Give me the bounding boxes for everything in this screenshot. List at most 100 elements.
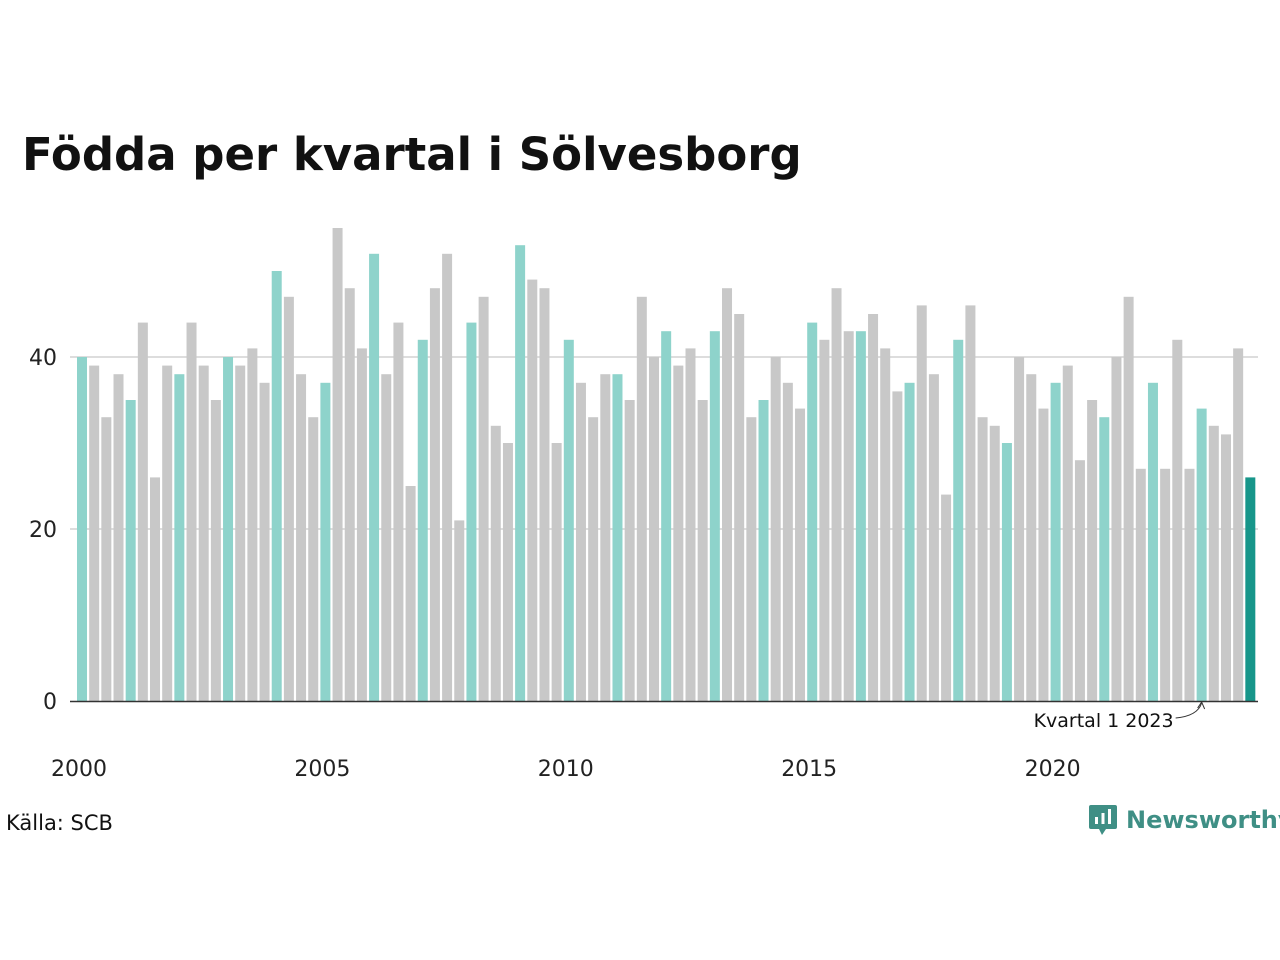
bar-2000-q1: 2000 Q1: 40 — [77, 357, 87, 701]
bar-2009-q4: 2009 Q4: 30 — [551, 443, 562, 701]
bar-2023-q4: 2023 Q4: 41 — [1233, 348, 1244, 701]
brand-logo: Newsworthy — [1088, 803, 1280, 837]
bar-2021-q1: 2021 Q1: 33 — [1099, 417, 1110, 701]
bar-2002-q1: 2002 Q1: 38 — [174, 374, 185, 701]
bar-2009-q3: 2009 Q3: 48 — [539, 288, 550, 701]
chart-title: Födda per kvartal i Sölvesborg — [22, 128, 802, 181]
bar-2015-q3: 2015 Q3: 48 — [831, 288, 842, 701]
bar-2014-q1: 2014 Q1: 35 — [758, 400, 769, 701]
bar-2004-q2: 2004 Q2: 47 — [283, 296, 294, 701]
bar-2023-q1: 2023 Q1: 34 — [1196, 408, 1207, 701]
bar-2004-q3: 2004 Q3: 38 — [296, 374, 307, 701]
bar-2010-q4: 2010 Q4: 38 — [600, 374, 611, 701]
bar-2006-q4: 2006 Q4: 25 — [405, 486, 416, 701]
bar-2020-q2: 2020 Q2: 39 — [1062, 365, 1073, 701]
bar-2011-q3: 2011 Q3: 47 — [636, 296, 647, 701]
bar-2017-q4: 2017 Q4: 24 — [941, 494, 952, 701]
bar-2011-q1: 2011 Q1: 38 — [612, 374, 623, 701]
bar-2018-q2: 2018 Q2: 46 — [965, 305, 976, 701]
bar-2019-q1: 2019 Q1: 30 — [1001, 443, 1012, 701]
bar-2007-q2: 2007 Q2: 48 — [429, 288, 440, 701]
axes: 0 20 40 2000 2005 2010 2015 2020 — [29, 346, 1258, 782]
bar-2024-q1: 2024 Q1: 26 — [1245, 477, 1256, 701]
bar-2012-q3: 2012 Q3: 41 — [685, 348, 696, 701]
bar-2000-q2: 2000 Q2: 39 — [89, 365, 100, 701]
x-tick-label: 2015 — [781, 757, 837, 782]
bar-2020-q3: 2020 Q3: 28 — [1074, 460, 1085, 701]
bar-2008-q3: 2008 Q3: 32 — [490, 425, 501, 701]
bar-2016-q1: 2016 Q1: 43 — [855, 331, 866, 701]
bar-2011-q2: 2011 Q2: 35 — [624, 400, 635, 701]
bar-2023-q3: 2023 Q3: 31 — [1220, 434, 1231, 701]
bar-2015-q1: 2015 Q1: 44 — [807, 322, 818, 701]
bar-2012-q1: 2012 Q1: 43 — [661, 331, 672, 701]
bar-2005-q3: 2005 Q3: 48 — [344, 288, 355, 701]
bar-2013-q2: 2013 Q2: 48 — [722, 288, 733, 701]
bar-2017-q3: 2017 Q3: 38 — [928, 374, 939, 701]
bar-2006-q1: 2006 Q1: 52 — [369, 253, 380, 702]
bar-2007-q4: 2007 Q4: 21 — [454, 520, 465, 701]
bar-2022-q3: 2022 Q3: 42 — [1172, 339, 1183, 701]
annotation-label: Kvartal 1 2023 — [1034, 710, 1174, 732]
bar-2001-q3: 2001 Q3: 26 — [150, 477, 161, 701]
bar-2012-q4: 2012 Q4: 35 — [697, 400, 708, 701]
bar-2008-q1: 2008 Q1: 44 — [466, 322, 477, 701]
bar-2019-q2: 2019 Q2: 40 — [1014, 357, 1025, 701]
y-tick-label: 40 — [29, 346, 57, 371]
bar-2015-q4: 2015 Q4: 43 — [843, 331, 854, 701]
bar-2000-q4: 2000 Q4: 38 — [113, 374, 124, 701]
bar-2007-q3: 2007 Q3: 52 — [442, 253, 453, 702]
bar-2010-q3: 2010 Q3: 33 — [588, 417, 599, 701]
bar-2001-q4: 2001 Q4: 39 — [162, 365, 173, 701]
bar-2022-q1: 2022 Q1: 37 — [1147, 382, 1158, 701]
bar-2001-q1: 2001 Q1: 35 — [125, 400, 136, 701]
newsworthy-logo-icon — [1089, 805, 1117, 835]
bar-2003-q4: 2003 Q4: 37 — [259, 382, 270, 701]
brand-name: Newsworthy — [1126, 806, 1280, 834]
bar-2021-q4: 2021 Q4: 27 — [1135, 468, 1146, 701]
bar-2015-q2: 2015 Q2: 42 — [819, 339, 830, 701]
bar-2016-q2: 2016 Q2: 45 — [868, 314, 879, 701]
x-tick-label: 2005 — [294, 757, 350, 782]
bar-2021-q3: 2021 Q3: 47 — [1123, 296, 1134, 701]
bar-2003-q1: 2003 Q1: 40 — [223, 357, 234, 701]
bar-2003-q2: 2003 Q2: 39 — [235, 365, 246, 701]
bar-2010-q1: 2010 Q1: 42 — [563, 339, 574, 701]
bar-2005-q1: 2005 Q1: 37 — [320, 382, 331, 701]
bar-2022-q4: 2022 Q4: 27 — [1184, 468, 1195, 701]
bar-2002-q3: 2002 Q3: 39 — [198, 365, 209, 701]
bar-2006-q2: 2006 Q2: 38 — [381, 374, 392, 701]
bar-2016-q4: 2016 Q4: 36 — [892, 391, 903, 701]
y-tick-label: 0 — [43, 690, 57, 715]
bar-2009-q2: 2009 Q2: 49 — [527, 279, 538, 701]
bar-2004-q4: 2004 Q4: 33 — [308, 417, 319, 701]
bar-2013-q3: 2013 Q3: 45 — [734, 314, 745, 701]
annotation: Kvartal 1 2023 — [1034, 700, 1206, 732]
bar-2016-q3: 2016 Q3: 41 — [880, 348, 891, 701]
bar-2009-q1: 2009 Q1: 53 — [515, 245, 526, 701]
source-note: Källa: SCB — [6, 811, 113, 835]
annotation-arrowhead — [1197, 700, 1206, 710]
bar-2019-q4: 2019 Q4: 34 — [1038, 408, 1049, 701]
bar-2020-q1: 2020 Q1: 37 — [1050, 382, 1061, 701]
bar-2001-q2: 2001 Q2: 44 — [137, 322, 148, 701]
x-tick-label: 2020 — [1025, 757, 1081, 782]
bar-2013-q1: 2013 Q1: 43 — [709, 331, 720, 701]
bar-2023-q2: 2023 Q2: 32 — [1208, 425, 1219, 701]
bar-2008-q2: 2008 Q2: 47 — [478, 296, 489, 701]
bar-2011-q4: 2011 Q4: 40 — [648, 357, 659, 701]
bar-2002-q2: 2002 Q2: 44 — [186, 322, 197, 701]
bar-2017-q1: 2017 Q1: 37 — [904, 382, 915, 701]
annotation-arrow — [1175, 702, 1203, 719]
bar-2018-q4: 2018 Q4: 32 — [989, 425, 1000, 701]
bar-2012-q2: 2012 Q2: 39 — [673, 365, 684, 701]
y-tick-label: 20 — [29, 518, 57, 543]
bar-2020-q4: 2020 Q4: 35 — [1087, 400, 1098, 701]
x-tick-label: 2010 — [538, 757, 594, 782]
bar-2018-q1: 2018 Q1: 42 — [953, 339, 964, 701]
bar-2004-q1: 2004 Q1: 50 — [271, 271, 282, 701]
bar-2002-q4: 2002 Q4: 35 — [210, 400, 221, 701]
bar-2019-q3: 2019 Q3: 38 — [1026, 374, 1037, 701]
